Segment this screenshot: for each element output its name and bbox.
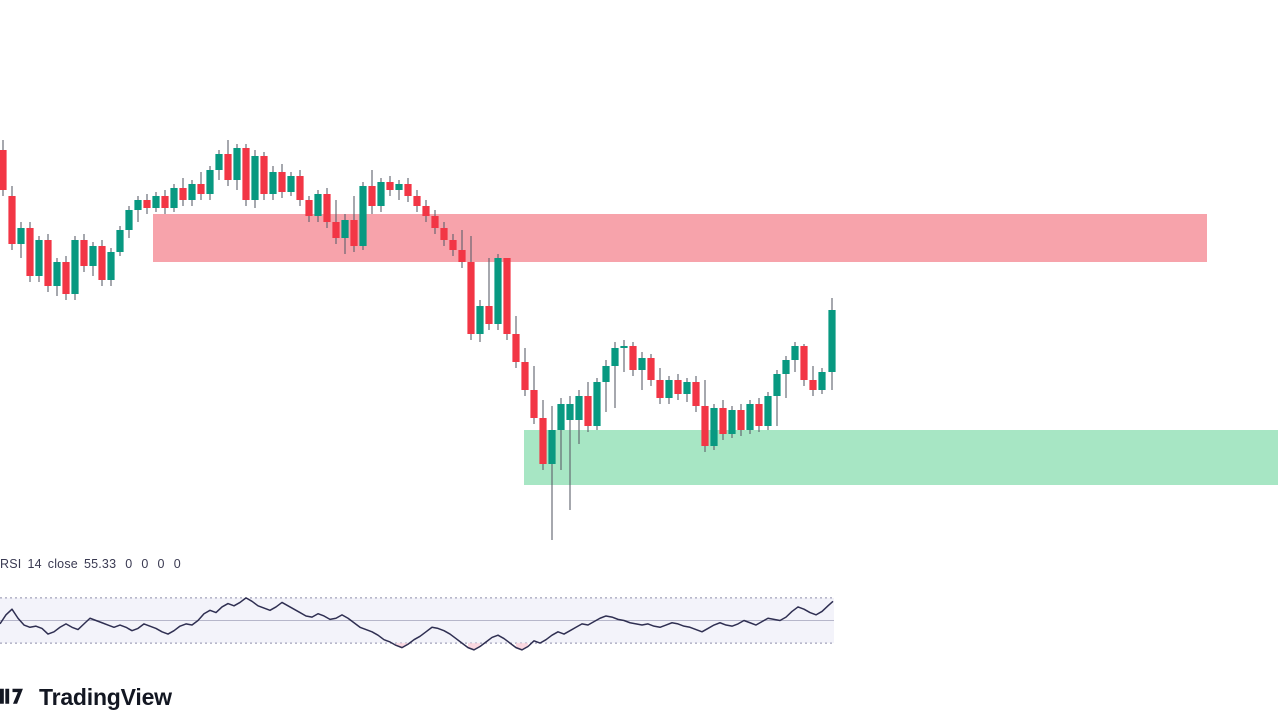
rsi-pane[interactable]: RSI 14 close 55.33 0 0 0 0 (0, 552, 1278, 687)
candlestick-series (0, 140, 836, 540)
rsi-legend[interactable]: RSI 14 close 55.33 0 0 0 0 (0, 557, 190, 571)
tradingview-wordmark: TradingView (39, 683, 172, 710)
price-chart-pane[interactable] (0, 0, 1278, 552)
rsi-legend-indicator: RSI (0, 557, 22, 571)
rsi-line-series (0, 597, 834, 651)
tradingview-logo-icon (0, 688, 23, 704)
rsi-legend-extra-2: 0 (157, 557, 165, 571)
rsi-legend-value: 55.33 (83, 557, 117, 571)
rsi-legend-length: 14 (27, 557, 42, 571)
rsi-legend-extra-0: 0 (125, 557, 133, 571)
rsi-legend-extra-1: 0 (141, 557, 149, 571)
rsi-legend-extra-3: 0 (173, 557, 181, 571)
rsi-plot-area[interactable] (0, 552, 834, 687)
tradingview-watermark[interactable]: TradingView (0, 683, 172, 711)
rsi-legend-source: close (47, 557, 78, 571)
